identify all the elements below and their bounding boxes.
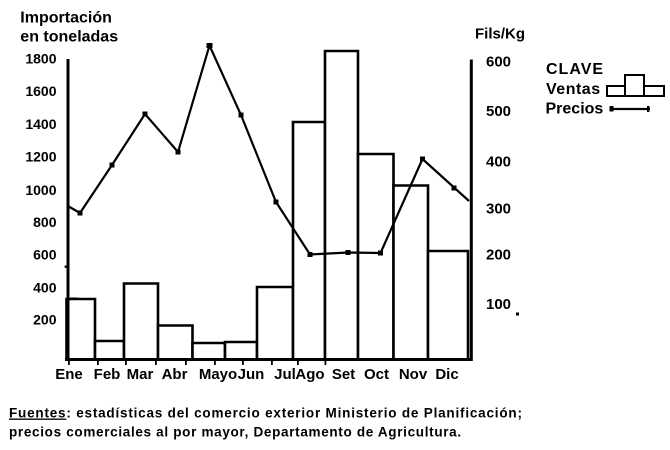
svg-text:precios comerciales al por may: precios comerciales al por mayor, Depart… <box>9 425 462 440</box>
svg-text:800: 800 <box>33 214 57 230</box>
svg-text:en toneladas: en toneladas <box>20 28 118 45</box>
svg-text:600: 600 <box>33 247 57 263</box>
svg-text:1400: 1400 <box>25 116 56 132</box>
svg-text:Ventas: Ventas <box>546 81 601 98</box>
svg-text:200: 200 <box>33 312 57 328</box>
svg-text:Fuentes: estadísticas del come: Fuentes: estadísticas del comercio exter… <box>9 406 523 421</box>
svg-text:Oct: Oct <box>364 366 389 383</box>
svg-text:Mar: Mar <box>127 366 154 383</box>
svg-text:Dic: Dic <box>435 366 458 383</box>
svg-text:100: 100 <box>486 296 511 313</box>
svg-text:Precios: Precios <box>546 101 604 118</box>
svg-text:Ago: Ago <box>295 366 324 383</box>
svg-text:1200: 1200 <box>25 149 56 165</box>
svg-text:Abr: Abr <box>162 366 188 383</box>
svg-text:Importación: Importación <box>20 10 112 27</box>
svg-text:1600: 1600 <box>25 83 56 99</box>
svg-text:500: 500 <box>486 103 511 120</box>
svg-text:300: 300 <box>486 200 511 217</box>
svg-text:Nov: Nov <box>399 366 428 383</box>
svg-text:400: 400 <box>33 280 57 296</box>
svg-text:Mayo: Mayo <box>199 366 237 383</box>
svg-text:Fils/Kg: Fils/Kg <box>475 26 525 43</box>
svg-text:Jul: Jul <box>274 366 296 383</box>
svg-text:600: 600 <box>486 54 511 71</box>
svg-text:Ene: Ene <box>55 366 83 383</box>
svg-text:CLAVE: CLAVE <box>546 61 604 78</box>
svg-text:Set: Set <box>332 366 355 383</box>
svg-text:1000: 1000 <box>25 182 56 198</box>
svg-text:400: 400 <box>486 153 511 170</box>
svg-text:200: 200 <box>486 246 511 263</box>
svg-text:Feb: Feb <box>94 366 121 383</box>
svg-text:Jun: Jun <box>238 366 265 383</box>
svg-text:1800: 1800 <box>25 50 56 66</box>
